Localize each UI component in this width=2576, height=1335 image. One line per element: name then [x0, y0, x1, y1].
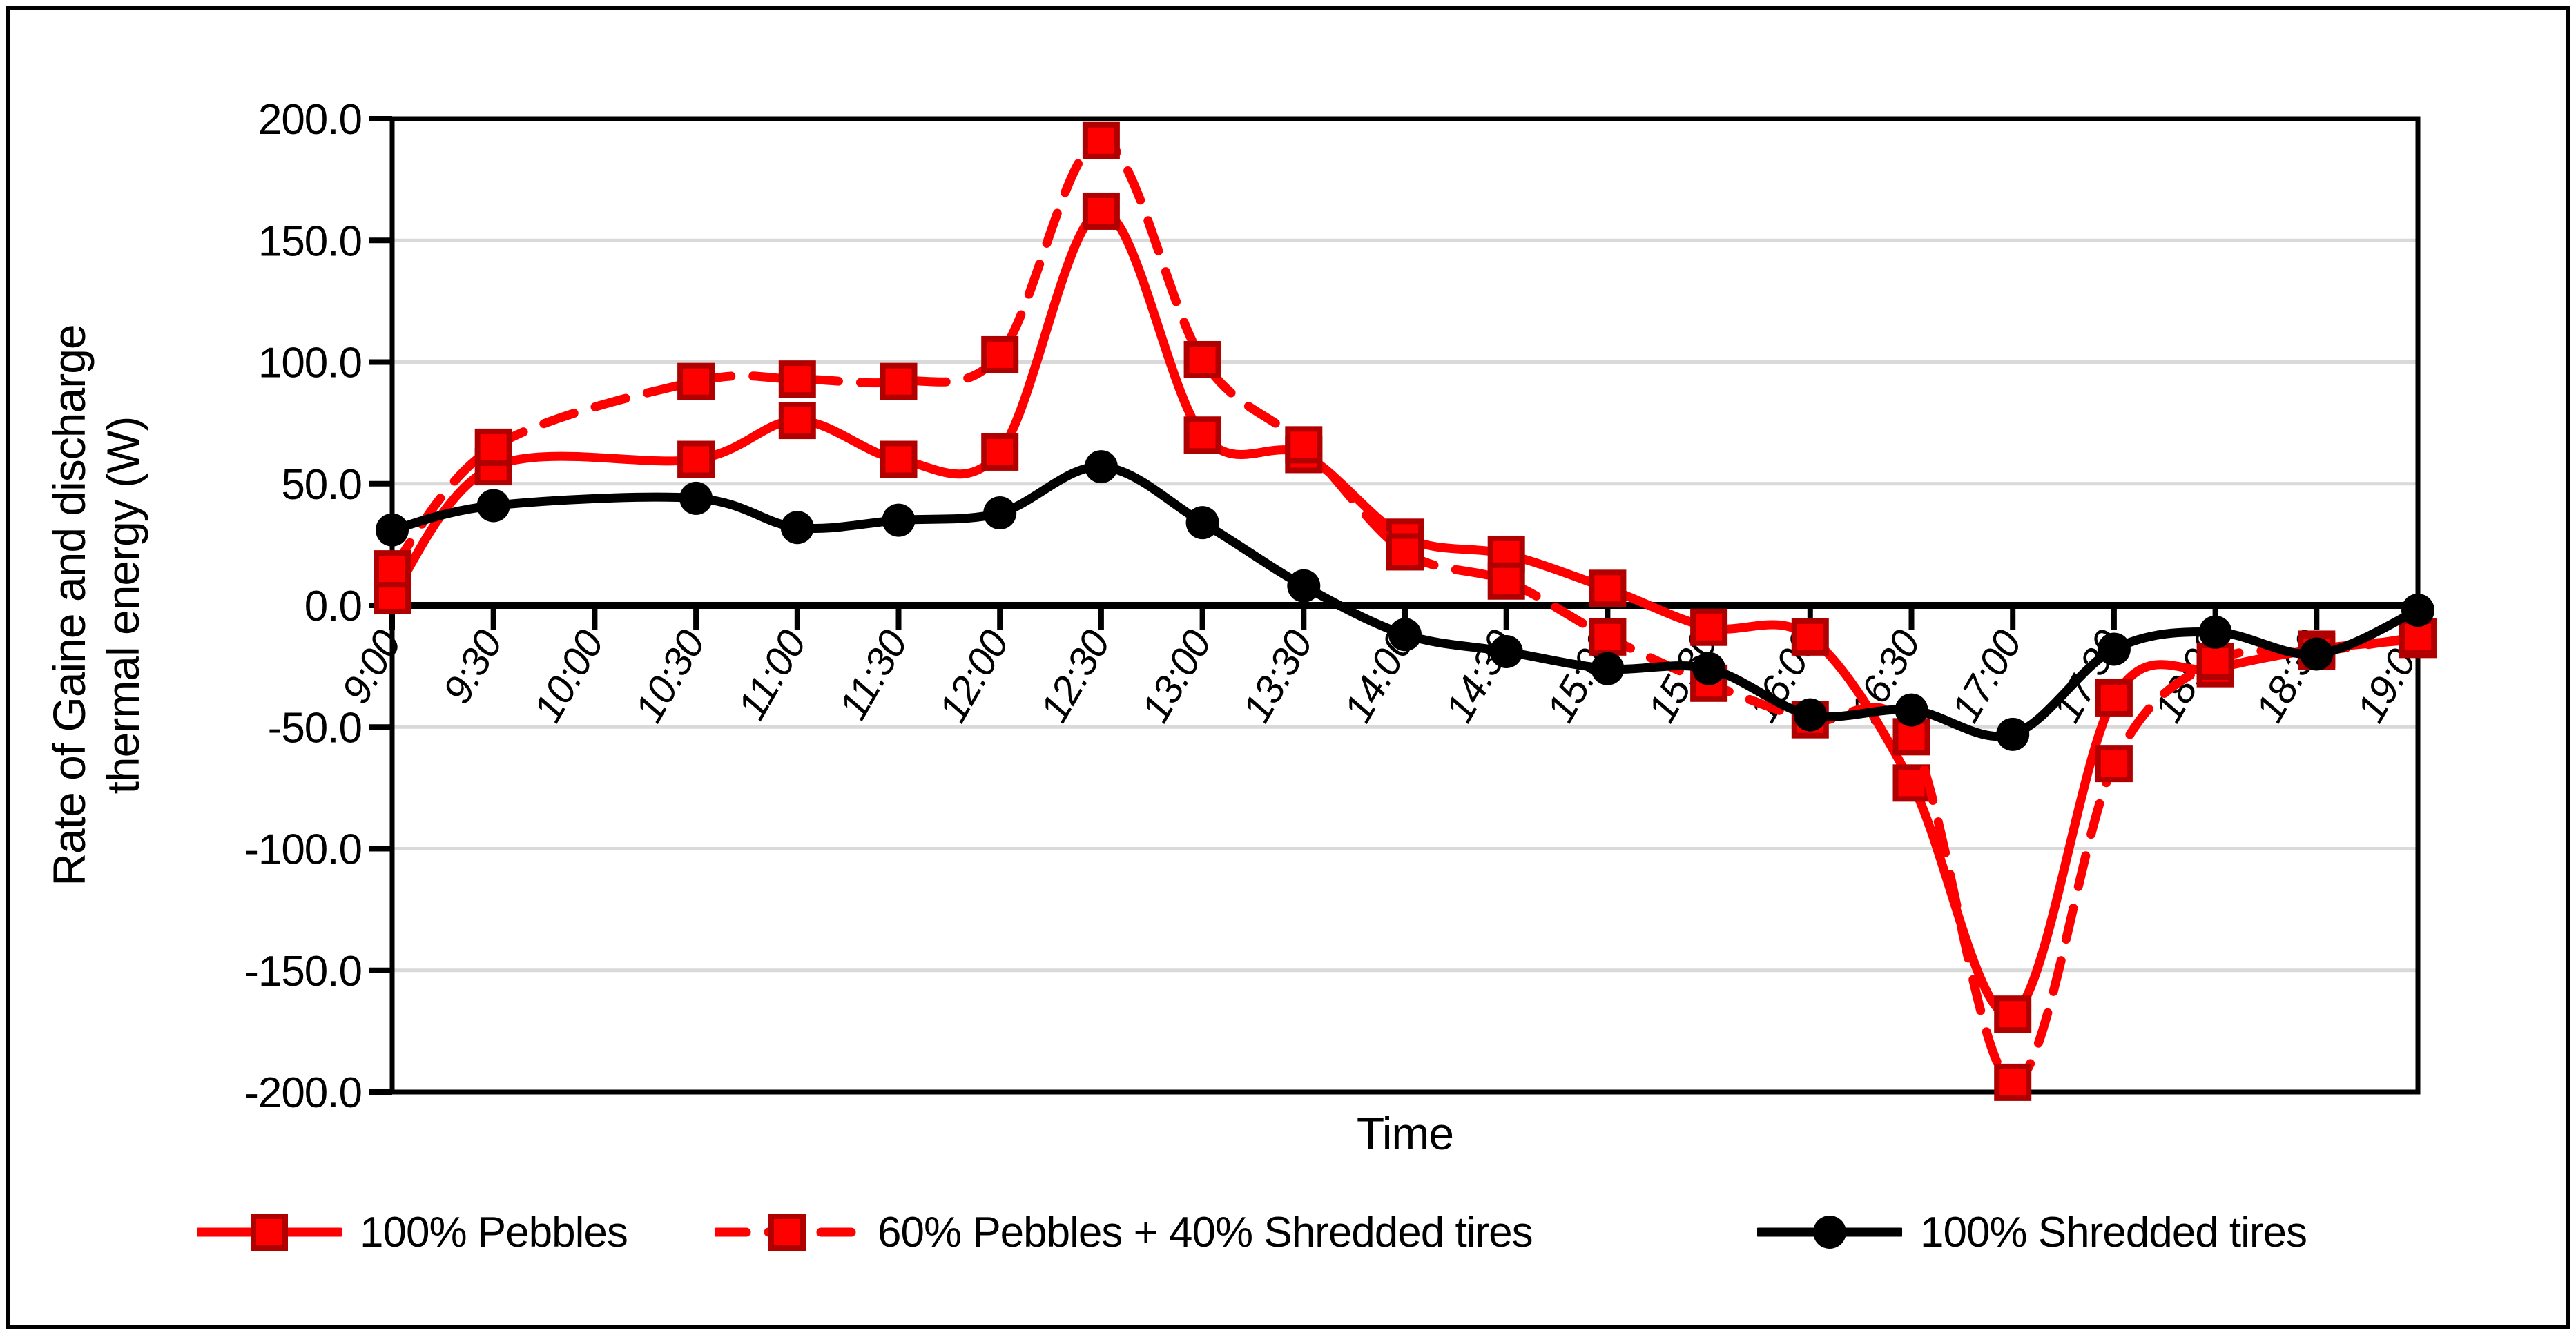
data-point-marker-100-pebbles	[1183, 416, 1221, 454]
y-tick-label: 150.0	[258, 217, 362, 265]
x-tick-label: 9:30	[434, 623, 511, 710]
data-point-marker-100-shredded-tires	[1185, 506, 1219, 540]
series-line-60-pebbles-40-shredded-tires	[387, 136, 2423, 1087]
data-point-marker-60-pebbles-40-shredded-tires	[677, 362, 715, 400]
data-point-marker-100-shredded-tires	[780, 511, 814, 545]
data-point-marker-100-shredded-tires	[679, 481, 713, 515]
data-point-marker-100-shredded-tires	[2300, 637, 2334, 671]
y-tick-label: 0.0	[304, 583, 362, 630]
data-point-marker-100-shredded-tires	[1895, 693, 1928, 727]
data-point-marker-100-pebbles	[981, 433, 1019, 471]
y-axis-title-line2: thermal energy (W)	[97, 416, 148, 795]
x-tick-label: 11:00	[729, 623, 815, 727]
data-point-marker-100-shredded-tires	[1388, 618, 1422, 652]
data-point-marker-100-pebbles	[677, 440, 715, 478]
data-point-marker-60-pebbles-40-shredded-tires	[1487, 562, 1525, 600]
y-tick-label: -100.0	[244, 826, 362, 874]
y-tick-label: -200.0	[244, 1069, 362, 1117]
x-tick-label: 11:30	[831, 623, 917, 727]
y-tick-label: -150.0	[244, 948, 362, 995]
x-axis-title: Time	[1356, 1108, 1454, 1159]
line-swatch	[1813, 1216, 1846, 1249]
data-point-marker-60-pebbles-40-shredded-tires	[374, 550, 411, 588]
data-point-marker-100-pebbles	[1994, 995, 2032, 1033]
legend-label: 100% Pebbles	[360, 1208, 628, 1256]
data-point-marker-60-pebbles-40-shredded-tires	[1285, 426, 1323, 464]
data-point-marker-60-pebbles-40-shredded-tires	[778, 360, 816, 398]
legend-line-sample-shredded-tires	[1757, 1216, 1902, 1249]
x-tick-label: 10:30	[626, 623, 714, 730]
data-point-marker-100-pebbles	[1589, 569, 1627, 607]
x-tick-label: 12:30	[1032, 623, 1119, 730]
data-point-marker-100-shredded-tires	[882, 503, 916, 537]
data-point-marker-100-shredded-tires	[1996, 717, 2030, 751]
data-point-marker-100-pebbles	[1690, 608, 1728, 646]
data-point-marker-60-pebbles-40-shredded-tires	[474, 428, 512, 466]
data-point-marker-60-pebbles-40-shredded-tires	[1994, 1063, 2032, 1101]
data-point-marker-60-pebbles-40-shredded-tires	[1183, 340, 1221, 378]
x-tick-label: 10:00	[525, 623, 612, 730]
x-tick-label: 9:00	[333, 623, 410, 710]
legend-line-sample-pebbles-tires-mix	[715, 1214, 860, 1251]
data-point-marker-60-pebbles-40-shredded-tires	[2196, 643, 2234, 681]
data-point-marker-100-shredded-tires	[2097, 632, 2131, 666]
data-point-marker-60-pebbles-40-shredded-tires	[1082, 121, 1120, 159]
data-point-marker-100-shredded-tires	[1793, 698, 1827, 732]
data-point-marker-60-pebbles-40-shredded-tires	[880, 362, 918, 400]
y-tick-label: 100.0	[258, 340, 362, 387]
y-tick-label: 200.0	[258, 96, 362, 144]
legend-label: 60% Pebbles + 40% Shredded tires	[878, 1208, 1533, 1256]
data-point-marker-100-shredded-tires	[2401, 594, 2434, 627]
x-tick-label: 17:00	[1943, 623, 2031, 730]
data-point-marker-100-shredded-tires	[376, 513, 409, 547]
dashed-line-swatch	[768, 1214, 806, 1251]
legend-label: 100% Shredded tires	[1920, 1208, 2307, 1256]
data-point-marker-100-shredded-tires	[1489, 634, 1523, 668]
y-axis-title: Rate of Gaine and discharge thermal ener…	[43, 88, 151, 1123]
data-point-marker-100-pebbles	[1791, 618, 1829, 656]
data-point-marker-60-pebbles-40-shredded-tires	[2095, 745, 2133, 783]
legend-entry-pebbles-tires-mix: 60% Pebbles + 40% Shredded tires	[715, 1206, 1533, 1258]
x-tick-label: 12:00	[930, 623, 1018, 730]
legend-entry-pebbles: 100% Pebbles	[197, 1206, 628, 1258]
data-point-marker-60-pebbles-40-shredded-tires	[1589, 618, 1627, 656]
data-point-marker-100-shredded-tires	[1287, 569, 1321, 603]
line-swatch	[251, 1214, 288, 1251]
x-tick-label: 13:30	[1234, 623, 1321, 730]
y-tick-label: -50.0	[268, 704, 362, 752]
data-point-marker-100-shredded-tires	[1692, 652, 1726, 685]
data-point-marker-100-shredded-tires	[2198, 615, 2232, 649]
data-point-marker-100-shredded-tires	[1591, 652, 1625, 685]
data-point-marker-100-pebbles	[880, 440, 918, 478]
data-point-marker-60-pebbles-40-shredded-tires	[981, 335, 1019, 373]
legend-line-sample-pebbles	[197, 1214, 342, 1251]
data-point-marker-100-pebbles	[1082, 192, 1120, 230]
data-point-marker-100-pebbles	[778, 402, 816, 440]
data-point-marker-100-shredded-tires	[476, 489, 510, 523]
data-point-marker-100-pebbles	[2095, 679, 2133, 717]
x-tick-label: 13:00	[1132, 623, 1220, 730]
data-point-marker-100-shredded-tires	[983, 496, 1017, 530]
data-point-marker-60-pebbles-40-shredded-tires	[1386, 533, 1424, 571]
legend-entry-shredded-tires: 100% Shredded tires	[1757, 1206, 2307, 1258]
data-point-marker-100-shredded-tires	[1084, 450, 1118, 484]
y-axis-title-line1: Rate of Gaine and discharge	[43, 324, 95, 886]
y-tick-label: 50.0	[281, 461, 362, 509]
